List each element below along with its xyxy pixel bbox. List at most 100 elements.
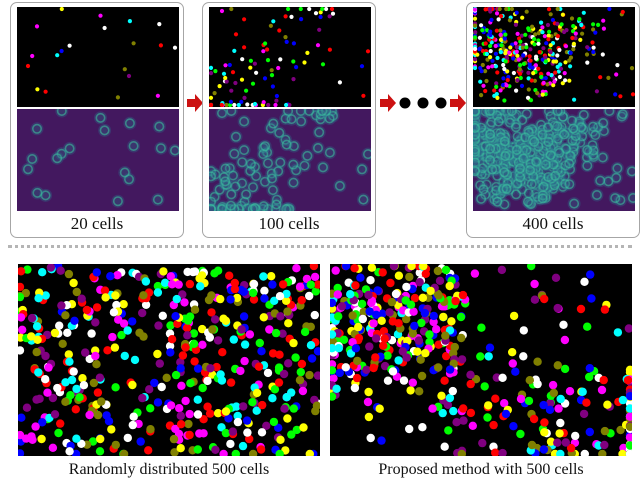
cell-marker <box>485 52 489 56</box>
cell-marker <box>129 421 137 429</box>
cell-marker <box>285 40 289 44</box>
cell-marker <box>601 19 605 23</box>
cell-marker <box>526 71 530 75</box>
cell-marker <box>435 291 443 299</box>
cell-marker <box>484 41 488 45</box>
cell-marker <box>173 46 177 50</box>
cell-marker <box>34 294 42 302</box>
panel-caption: 100 cells <box>203 214 375 234</box>
cell-marker <box>515 45 519 49</box>
cell-marker <box>571 24 575 28</box>
cell-marker <box>213 69 217 73</box>
cell-marker <box>521 46 525 50</box>
cell-marker <box>598 386 606 394</box>
cell-marker <box>172 371 180 379</box>
cell-marker <box>54 429 62 437</box>
cell-marker <box>495 11 499 15</box>
cell-marker <box>583 323 591 331</box>
cell-marker <box>314 371 320 379</box>
cell-marker <box>533 358 541 366</box>
cell-marker <box>477 324 485 332</box>
cell-marker <box>190 357 198 365</box>
cell-marker <box>94 388 102 396</box>
cell-marker <box>479 93 483 97</box>
cell-marker <box>601 52 605 56</box>
cell-marker <box>591 22 595 26</box>
cell-marker <box>203 403 211 411</box>
cell-marker <box>365 307 373 315</box>
cell-marker <box>582 11 586 15</box>
cell-marker <box>585 52 589 56</box>
cell-marker <box>430 312 438 320</box>
cell-marker <box>630 66 634 70</box>
cell-marker <box>618 94 622 98</box>
cell-marker <box>33 322 41 330</box>
cell-marker <box>276 66 280 70</box>
cell-marker <box>564 44 568 48</box>
cell-marker <box>592 46 596 50</box>
cell-marker <box>65 447 73 455</box>
cell-marker <box>518 72 522 76</box>
cell-marker <box>267 272 275 280</box>
cell-marker <box>291 77 295 81</box>
cell-marker <box>170 435 178 443</box>
cell-marker <box>569 51 573 55</box>
cell-marker <box>264 369 272 377</box>
cell-marker <box>111 383 119 391</box>
cell-marker <box>540 445 548 453</box>
cell-marker <box>234 32 238 36</box>
cell-marker <box>334 290 342 298</box>
cell-marker <box>266 103 270 107</box>
cell-marker <box>299 7 303 11</box>
cell-marker <box>572 98 576 102</box>
cell-marker <box>555 22 559 26</box>
cell-marker <box>366 49 370 53</box>
cell-marker <box>226 440 234 448</box>
cell-marker <box>239 442 247 450</box>
cell-marker <box>556 7 560 11</box>
cell-marker <box>316 43 320 47</box>
cell-marker <box>591 50 595 54</box>
right-arrow-icon <box>187 94 203 112</box>
cell-marker <box>34 368 42 376</box>
cell-marker <box>299 17 303 21</box>
cell-marker <box>291 59 295 63</box>
cell-marker <box>515 54 519 58</box>
cell-marker <box>631 92 635 96</box>
cell-marker <box>139 291 147 299</box>
cell-marker <box>308 354 316 362</box>
cell-marker <box>384 377 392 385</box>
cell-marker <box>317 28 321 32</box>
cell-marker <box>199 384 207 392</box>
cell-marker <box>494 64 498 68</box>
cell-marker <box>571 47 575 51</box>
cell-marker <box>210 269 218 277</box>
cell-marker <box>469 422 477 430</box>
cell-marker <box>314 347 320 355</box>
cell-marker <box>96 435 104 443</box>
cell-marker <box>350 264 358 272</box>
cell-marker <box>555 53 559 57</box>
cell-marker <box>220 103 224 107</box>
cell-marker <box>275 94 279 98</box>
cell-marker <box>236 367 244 375</box>
cell-marker <box>332 385 340 393</box>
cell-marker <box>531 296 539 304</box>
cell-marker <box>499 38 503 42</box>
cell-marker <box>256 339 264 347</box>
cell-marker <box>103 346 111 354</box>
cell-marker <box>55 322 63 330</box>
cell-marker <box>180 298 188 306</box>
cell-marker <box>488 44 492 48</box>
cell-marker <box>87 329 95 337</box>
cell-marker <box>511 56 515 60</box>
cell-marker <box>546 72 550 76</box>
cell-marker <box>555 429 563 437</box>
cell-marker <box>406 386 414 394</box>
cell-marker <box>530 415 538 423</box>
cell-marker <box>30 54 34 58</box>
cell-marker <box>503 51 507 55</box>
cell-marker <box>246 330 254 338</box>
cell-marker <box>532 37 536 41</box>
cell-marker <box>35 87 39 91</box>
